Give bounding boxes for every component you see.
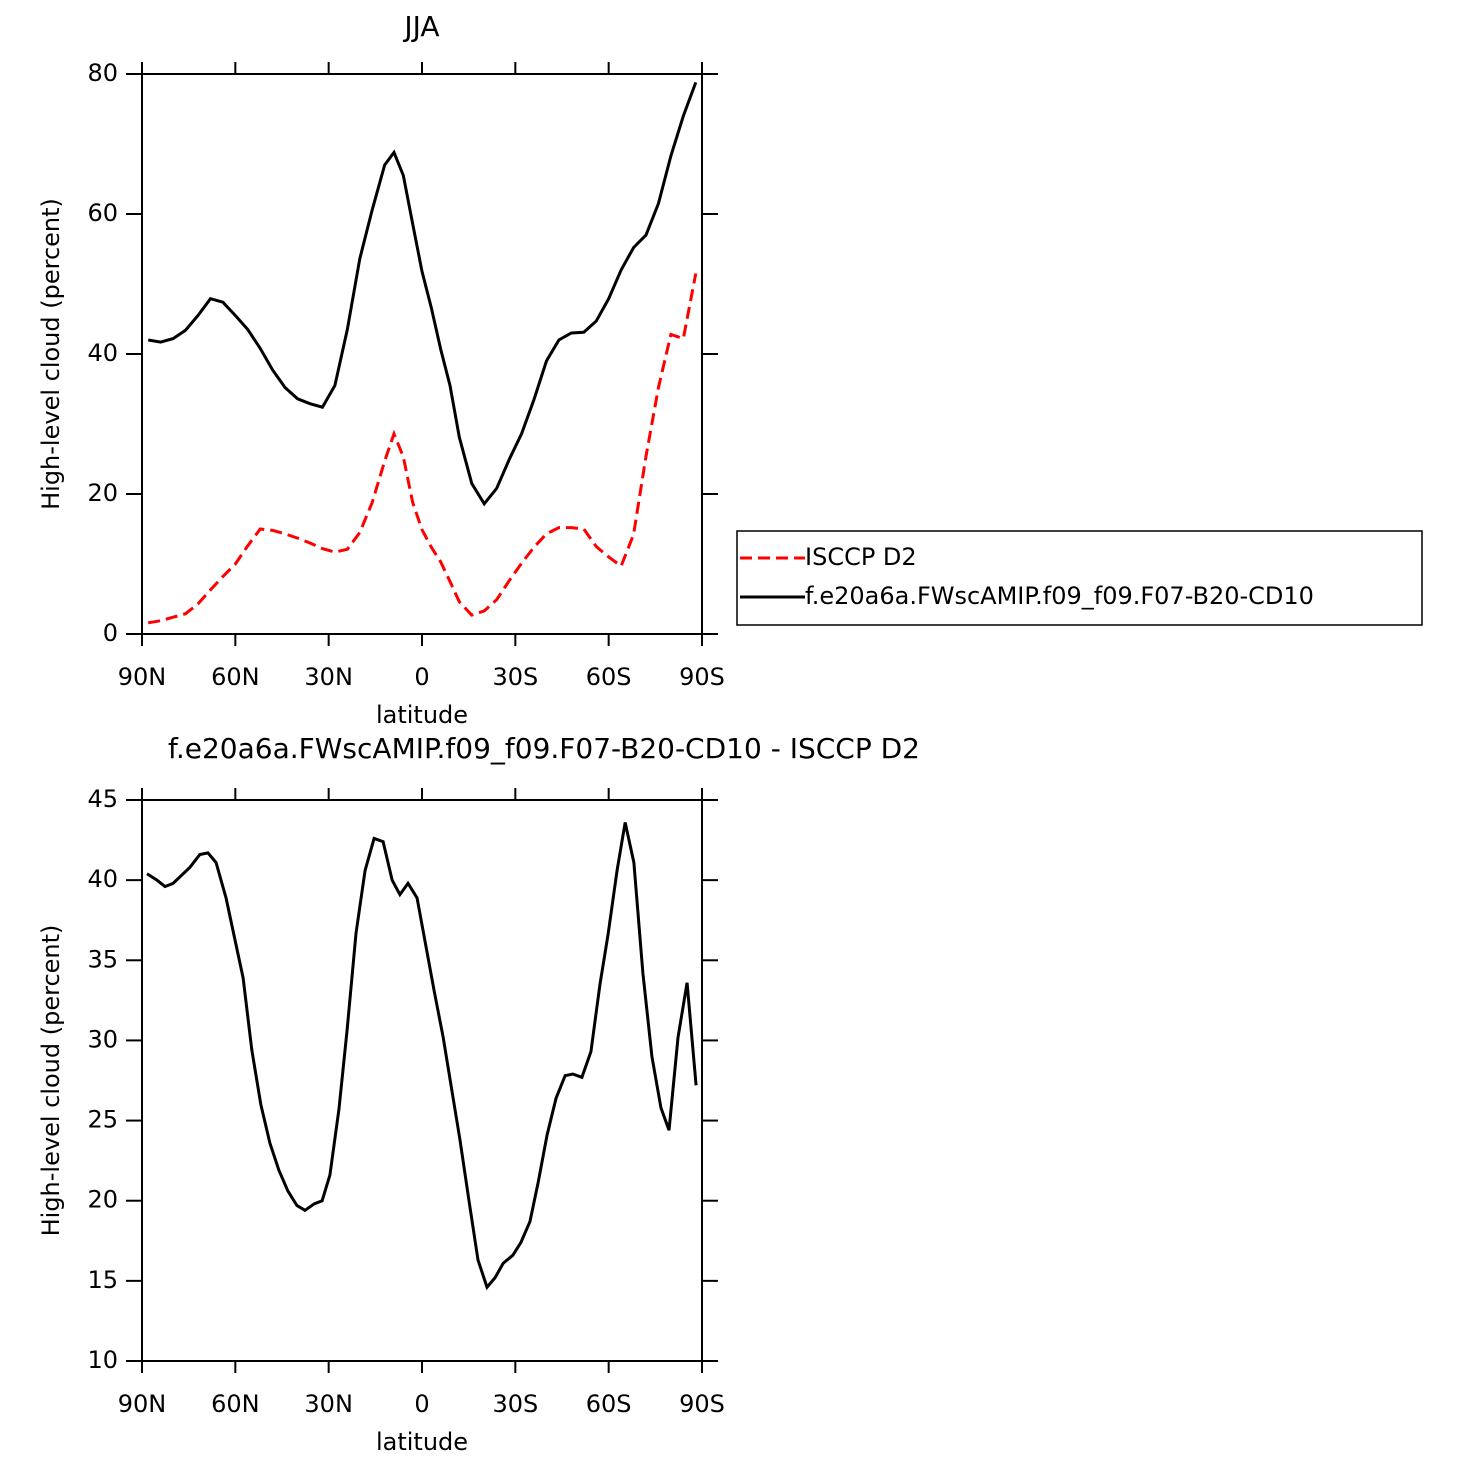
y-tick-label: 25	[87, 1106, 118, 1134]
legend-box	[736, 530, 1423, 626]
y-tick-label: 20	[87, 1186, 118, 1214]
y-tick-label: 40	[87, 865, 118, 893]
plot-frame	[141, 73, 703, 635]
x-tick-label: 60S	[586, 1390, 632, 1418]
y-tick-label: 35	[87, 945, 118, 973]
plot-frame	[141, 799, 703, 1362]
y-tick-label: 15	[87, 1266, 118, 1294]
x-tick-label: 60S	[586, 663, 632, 691]
y-tick-label: 40	[87, 339, 118, 367]
x-axis-label: latitude	[376, 701, 468, 729]
data-line	[147, 273, 698, 625]
y-axis-label: High-level cloud (percent)	[37, 198, 65, 510]
x-tick-label: 30N	[304, 1390, 353, 1418]
legend-label: f.e20a6a.FWscAMIP.f09_f09.F07-B20-CD10	[805, 582, 1314, 610]
x-tick-label: 30S	[492, 1390, 538, 1418]
x-tick-label: 90S	[679, 663, 725, 691]
y-tick-label: 10	[87, 1346, 118, 1374]
x-tick-label: 0	[414, 663, 429, 691]
x-tick-label: 90N	[118, 663, 167, 691]
chart-title: f.e20a6a.FWscAMIP.f09_f09.F07-B20-CD10 -…	[168, 732, 920, 765]
x-tick-label: 90S	[679, 1390, 725, 1418]
y-tick-label: 60	[87, 199, 118, 227]
x-tick-label: 0	[414, 1390, 429, 1418]
x-tick-label: 60N	[211, 1390, 260, 1418]
y-tick-label: 20	[87, 479, 118, 507]
y-tick-label: 80	[87, 59, 118, 87]
data-line	[147, 81, 698, 507]
chart-title: JJA	[402, 10, 439, 43]
data-line	[146, 822, 698, 1291]
y-tick-label: 45	[87, 785, 118, 813]
x-tick-label: 60N	[211, 663, 260, 691]
y-tick-label: 0	[103, 619, 118, 647]
x-tick-label: 30N	[304, 663, 353, 691]
x-axis-label: latitude	[376, 1428, 468, 1456]
legend-label: ISCCP D2	[805, 543, 917, 571]
y-tick-label: 30	[87, 1025, 118, 1053]
x-tick-label: 90N	[118, 1390, 167, 1418]
x-tick-label: 30S	[492, 663, 538, 691]
y-axis-label: High-level cloud (percent)	[37, 925, 65, 1237]
